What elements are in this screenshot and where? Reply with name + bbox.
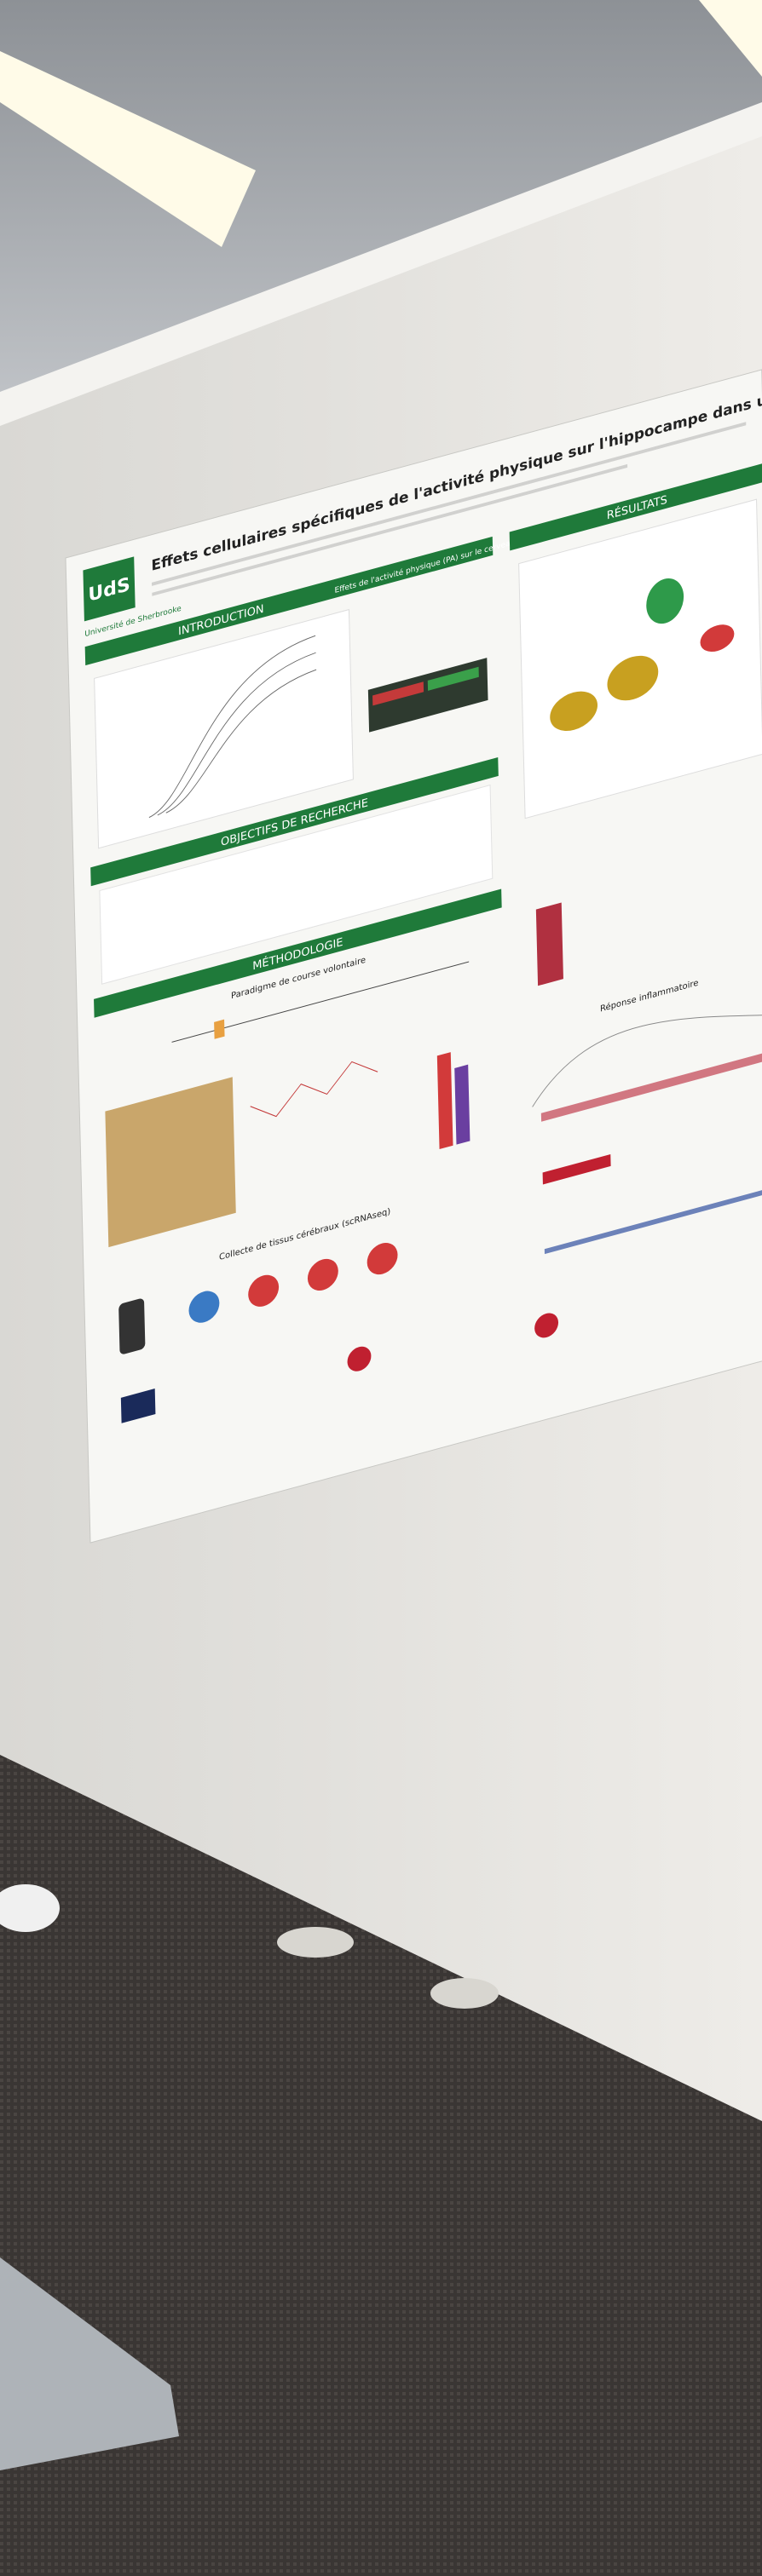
- shoe: [0, 1884, 60, 1932]
- bar-row: [544, 1184, 762, 1255]
- section-bar: [509, 463, 762, 551]
- sponsor-logo: [120, 1389, 156, 1423]
- figure: [94, 608, 354, 849]
- cluster: [550, 691, 598, 732]
- bar: [436, 1052, 453, 1150]
- figure-curves: [148, 635, 317, 819]
- timeline-marker: [214, 1019, 225, 1039]
- sponsor-logo: [347, 1346, 372, 1371]
- bar: [454, 1064, 470, 1145]
- section-bar: [90, 756, 499, 887]
- histology-image: [105, 1077, 236, 1248]
- step-icon: [248, 1274, 280, 1307]
- shoe: [277, 1927, 354, 1958]
- affiliation-line: [152, 463, 628, 596]
- objectives-box: [99, 784, 494, 985]
- section-bar: [84, 536, 494, 666]
- cluster: [607, 655, 659, 701]
- logo-box: [83, 556, 136, 622]
- author-line: [151, 422, 747, 586]
- step-icon: [188, 1291, 220, 1323]
- sponsor-logo: [534, 1313, 559, 1338]
- ceiling-light: [0, 51, 256, 247]
- ceiling-light: [699, 0, 762, 77]
- shoe: [430, 1978, 499, 2009]
- cluster: [646, 578, 684, 624]
- heatmap: [535, 902, 563, 986]
- section-bar: [94, 888, 502, 1018]
- heatmap-cell: [427, 666, 479, 691]
- step-icon: [307, 1258, 338, 1291]
- wall-top-edge: [0, 102, 762, 426]
- plot-line: [250, 1061, 378, 1118]
- heatmap-cell: [372, 681, 424, 706]
- step-icon: [367, 1242, 398, 1275]
- plot-line: [532, 1014, 762, 1107]
- device-icon: [118, 1298, 146, 1354]
- bar-row: [542, 1153, 611, 1185]
- cluster: [700, 624, 735, 653]
- bar-row: [540, 1049, 762, 1122]
- stand-leg: [0, 2257, 179, 2470]
